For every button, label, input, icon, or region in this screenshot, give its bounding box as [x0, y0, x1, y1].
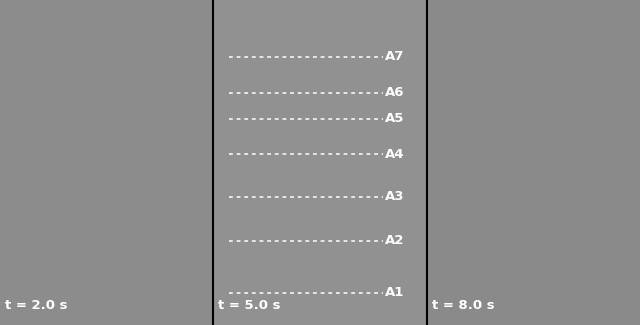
Text: A4: A4: [385, 148, 404, 161]
Text: A2: A2: [385, 234, 404, 247]
Text: A7: A7: [385, 50, 404, 63]
Text: t = 5.0 s: t = 5.0 s: [218, 299, 281, 312]
Text: A6: A6: [385, 86, 404, 99]
Text: A5: A5: [385, 112, 404, 125]
Text: A3: A3: [385, 190, 404, 203]
Bar: [213, 0, 427, 325]
Bar: [427, 0, 640, 325]
Text: t = 2.0 s: t = 2.0 s: [5, 299, 68, 312]
Bar: [0, 0, 213, 325]
Text: A1: A1: [385, 286, 404, 299]
Text: t = 8.0 s: t = 8.0 s: [432, 299, 495, 312]
